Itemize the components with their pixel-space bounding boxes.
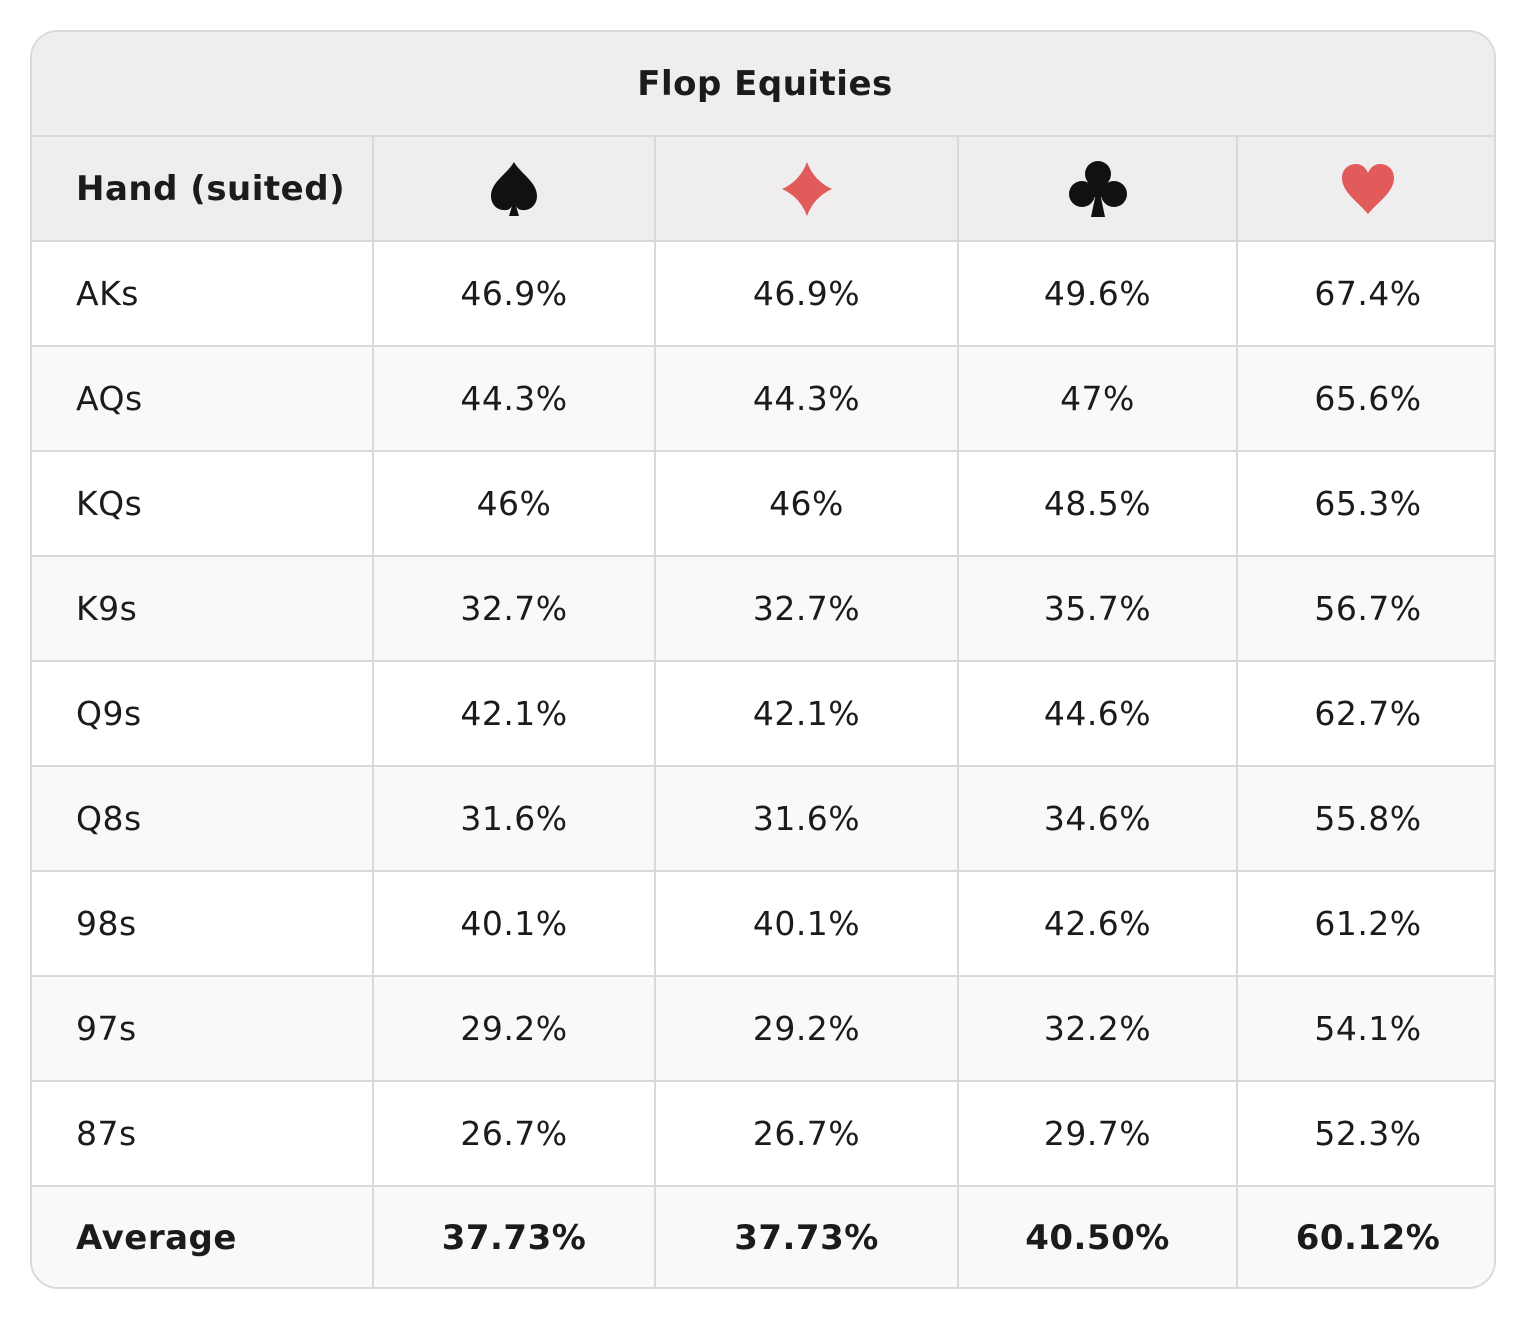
heart-average-cell: 60.12%	[1236, 1185, 1494, 1287]
heart-equity-cell: 65.6%	[1236, 345, 1494, 452]
hand-column-header: Hand (suited)	[32, 135, 374, 242]
table-row: 98s 40.1% 40.1% 42.6% 61.2%	[32, 870, 1494, 977]
heart-equity-cell: 61.2%	[1236, 870, 1494, 977]
club-equity-cell: 49.6%	[957, 240, 1238, 347]
flop-equities-table: Flop Equities Hand (suited)	[32, 32, 1494, 1287]
spade-equity-cell: 46%	[372, 450, 656, 557]
club-equity-cell: 35.7%	[957, 555, 1238, 662]
hand-cell: Q9s	[32, 660, 374, 767]
table-title: Flop Equities	[32, 32, 1494, 137]
table-row: Q9s 42.1% 42.1% 44.6% 62.7%	[32, 660, 1494, 767]
diamond-equity-cell: 46.9%	[654, 240, 959, 347]
club-equity-cell: 34.6%	[957, 765, 1238, 872]
heart-column-header	[1236, 135, 1494, 242]
hand-cell: AKs	[32, 240, 374, 347]
hand-cell: KQs	[32, 450, 374, 557]
heart-icon	[1342, 163, 1394, 214]
spade-equity-cell: 44.3%	[372, 345, 656, 452]
table-row: AQs 44.3% 44.3% 47% 65.6%	[32, 345, 1494, 452]
hand-cell: Q8s	[32, 765, 374, 872]
hand-cell: 97s	[32, 975, 374, 1082]
table-row: AKs 46.9% 46.9% 49.6% 67.4%	[32, 240, 1494, 347]
diamond-icon	[781, 161, 832, 216]
diamond-equity-cell: 31.6%	[654, 765, 959, 872]
average-label: Average	[32, 1185, 374, 1287]
diamond-equity-cell: 29.2%	[654, 975, 959, 1082]
spade-equity-cell: 46.9%	[372, 240, 656, 347]
spade-column-header	[372, 135, 656, 242]
equities-table-card: Flop Equities Hand (suited)	[30, 30, 1496, 1289]
spade-equity-cell: 26.7%	[372, 1080, 656, 1187]
spade-equity-cell: 40.1%	[372, 870, 656, 977]
table-row: K9s 32.7% 32.7% 35.7% 56.7%	[32, 555, 1494, 662]
table-row: Q8s 31.6% 31.6% 34.6% 55.8%	[32, 765, 1494, 872]
diamond-average-cell: 37.73%	[654, 1185, 959, 1287]
heart-equity-cell: 62.7%	[1236, 660, 1494, 767]
heart-equity-cell: 65.3%	[1236, 450, 1494, 557]
diamond-equity-cell: 40.1%	[654, 870, 959, 977]
hand-cell: AQs	[32, 345, 374, 452]
club-column-header	[957, 135, 1238, 242]
diamond-equity-cell: 42.1%	[654, 660, 959, 767]
club-equity-cell: 47%	[957, 345, 1238, 452]
spade-average-cell: 37.73%	[372, 1185, 656, 1287]
heart-equity-cell: 54.1%	[1236, 975, 1494, 1082]
heart-equity-cell: 52.3%	[1236, 1080, 1494, 1187]
heart-equity-cell: 56.7%	[1236, 555, 1494, 662]
hand-cell: 87s	[32, 1080, 374, 1187]
club-equity-cell: 48.5%	[957, 450, 1238, 557]
spade-equity-cell: 32.7%	[372, 555, 656, 662]
diamond-equity-cell: 46%	[654, 450, 959, 557]
diamond-equity-cell: 32.7%	[654, 555, 959, 662]
table-row: 87s 26.7% 26.7% 29.7% 52.3%	[32, 1080, 1494, 1187]
hand-cell: 98s	[32, 870, 374, 977]
table-row: KQs 46% 46% 48.5% 65.3%	[32, 450, 1494, 557]
club-equity-cell: 42.6%	[957, 870, 1238, 977]
club-icon	[1068, 160, 1127, 217]
heart-equity-cell: 55.8%	[1236, 765, 1494, 872]
spade-equity-cell: 31.6%	[372, 765, 656, 872]
diamond-equity-cell: 26.7%	[654, 1080, 959, 1187]
spade-equity-cell: 42.1%	[372, 660, 656, 767]
heart-equity-cell: 67.4%	[1236, 240, 1494, 347]
club-equity-cell: 29.7%	[957, 1080, 1238, 1187]
hand-cell: K9s	[32, 555, 374, 662]
table-row: 97s 29.2% 29.2% 32.2% 54.1%	[32, 975, 1494, 1082]
spade-equity-cell: 29.2%	[372, 975, 656, 1082]
club-equity-cell: 32.2%	[957, 975, 1238, 1082]
club-equity-cell: 44.6%	[957, 660, 1238, 767]
spade-icon	[491, 161, 537, 216]
diamond-equity-cell: 44.3%	[654, 345, 959, 452]
average-row: Average 37.73% 37.73% 40.50% 60.12%	[32, 1185, 1494, 1287]
diamond-column-header	[654, 135, 959, 242]
club-average-cell: 40.50%	[957, 1185, 1238, 1287]
